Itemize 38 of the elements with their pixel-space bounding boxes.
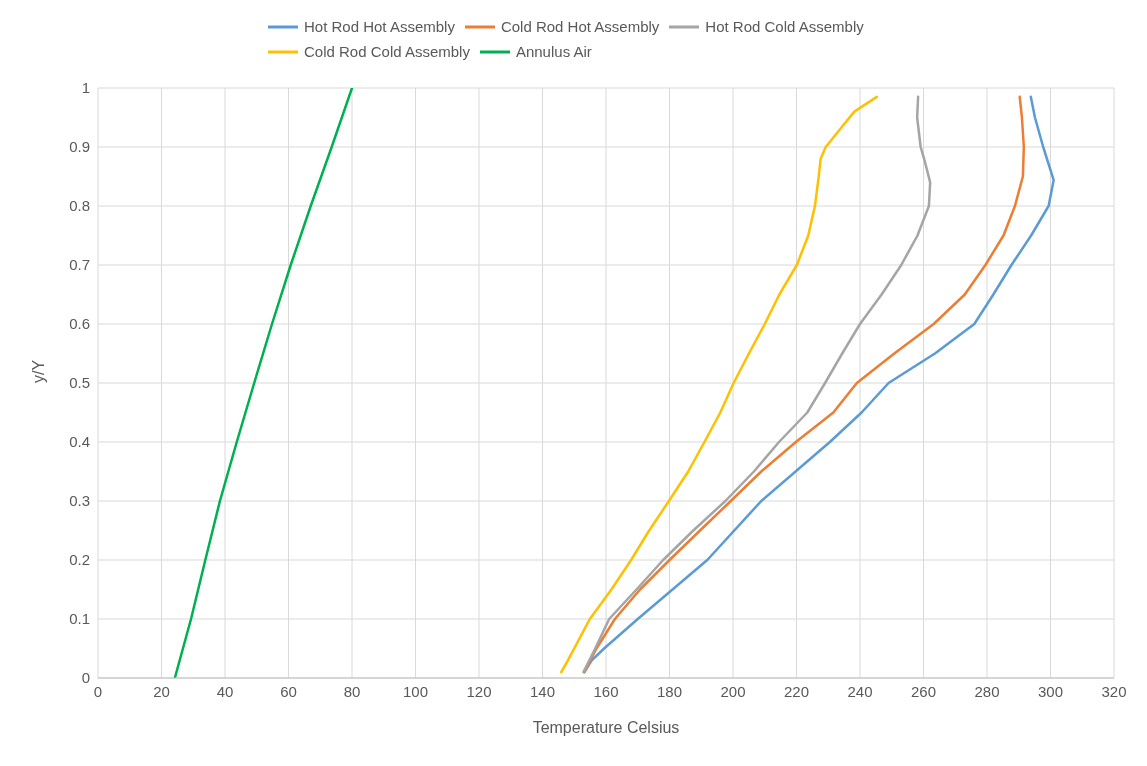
y-tick-label: 0.2: [69, 551, 90, 569]
y-tick-label: 0: [81, 669, 90, 687]
x-axis-title: Temperature Celsius: [532, 719, 680, 736]
line-series: [559, 95, 879, 674]
y-tick-label: 0.4: [69, 433, 90, 451]
y-tick-label: 1: [81, 79, 90, 97]
x-tick-label: 120: [466, 682, 492, 700]
x-tick-label: 80: [343, 682, 361, 700]
y-axis-title: y/Y: [29, 359, 47, 383]
x-tick-label: 160: [593, 682, 619, 700]
x-tick-label: 240: [847, 682, 873, 700]
legend-label: Hot Rod Hot Assembly: [303, 18, 455, 35]
x-tick-label: 20: [153, 682, 170, 700]
legend-label: Cold Rod Cold Assembly: [303, 43, 470, 60]
y-tick-label: 0.5: [69, 374, 90, 392]
line-series: [582, 95, 932, 674]
x-tick-label: 100: [402, 682, 429, 700]
x-tick-label: 140: [529, 682, 556, 700]
x-tick-label: 0: [93, 682, 103, 700]
x-tick-label: 320: [1101, 682, 1127, 700]
y-tick-label: 0.6: [69, 315, 90, 333]
y-tick-label: 0.8: [69, 197, 90, 215]
x-tick-label: 260: [910, 682, 937, 700]
x-tick-label: 180: [656, 682, 683, 700]
legend-label: Annulus Air: [514, 43, 592, 60]
legend-label: Cold Rod Hot Assembly: [499, 18, 660, 35]
y-tick-label: 0.7: [69, 256, 90, 274]
y-tick-label: 0.9: [69, 138, 90, 156]
x-tick-label: 60: [280, 682, 297, 700]
line-series: [173, 88, 354, 678]
x-tick-label: 220: [783, 682, 810, 700]
x-tick-label: 40: [216, 682, 234, 700]
y-tick-label: 0.3: [69, 492, 90, 510]
x-tick-label: 200: [720, 682, 746, 700]
x-tick-label: 300: [1037, 682, 1064, 700]
y-tick-label: 0.1: [69, 610, 90, 628]
legend-label: Hot Rod Cold Assembly: [704, 18, 864, 35]
x-tick-label: 280: [974, 682, 1000, 700]
